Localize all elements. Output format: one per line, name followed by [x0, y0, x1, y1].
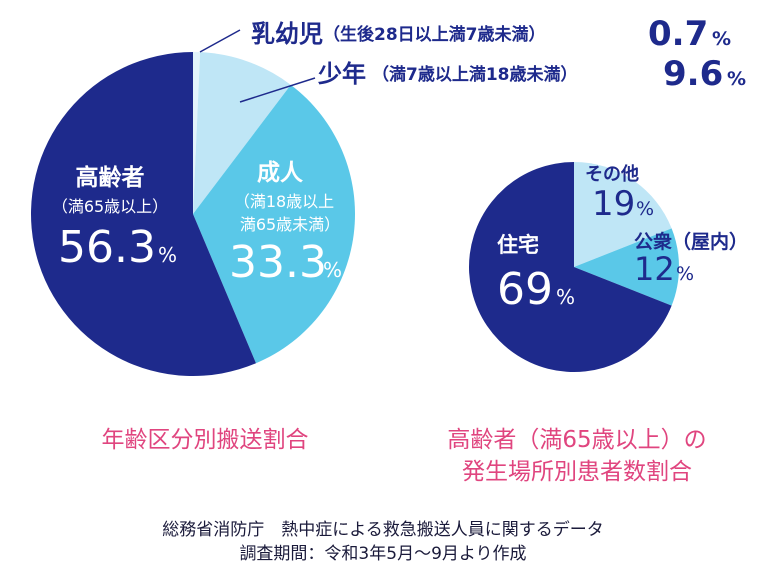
- location-pie: [469, 162, 680, 372]
- youth-label-name: 少年: [317, 60, 366, 88]
- location-slice-2: [469, 162, 672, 372]
- public-label-percent: %: [676, 263, 694, 285]
- location-chart-title-line1: 高齢者（満65歳以上）の: [447, 427, 707, 453]
- infant-leader-line: [199, 29, 241, 53]
- location-slice-1: [574, 228, 680, 306]
- infant-label-percent: %: [712, 28, 731, 50]
- age-group-slice-3: [30, 52, 256, 377]
- source-note: 総務省消防庁 熱中症による救急搬送人員に関するデータ 調査期間：令和3年5月〜9…: [0, 518, 766, 566]
- other-label-value: 19: [592, 184, 635, 224]
- public-label-name: 公衆（屋内）: [634, 230, 748, 253]
- infant-label-value: 0.7: [648, 14, 708, 54]
- elderly-label-name: 高齢者: [76, 164, 145, 191]
- other-label-name: その他: [585, 163, 639, 185]
- source-line1: 総務省消防庁 熱中症による救急搬送人員に関するデータ: [162, 520, 604, 540]
- elderly-label-detail: （満65歳以上）: [52, 197, 168, 216]
- adult-label-detail-1: （満18歳以上: [234, 192, 334, 211]
- age-group-pie: [30, 52, 355, 377]
- adult-label-percent: %: [323, 258, 342, 282]
- adult-label-name: 成人: [257, 160, 304, 186]
- other-label-percent: %: [636, 198, 654, 220]
- location-slice-0: [574, 162, 672, 267]
- home-label-percent: %: [556, 285, 575, 309]
- infant-label-detail: （生後28日以上満7歳未満）: [323, 24, 546, 45]
- age-group-slice-1: [193, 52, 291, 214]
- age-group-chart-title: 年齢区分別搬送割合: [101, 427, 309, 453]
- elderly-label-value: 56.3: [58, 222, 156, 273]
- age-group-slice-2: [193, 84, 355, 364]
- public-label-value: 12: [634, 250, 675, 288]
- home-label-name: 住宅: [497, 233, 539, 257]
- location-chart-title-line2: 発生場所別患者数割合: [462, 459, 692, 485]
- youth-label-percent: %: [727, 68, 746, 90]
- location-chart-title: 高齢者（満65歳以上）の 発生場所別患者数割合: [392, 424, 762, 488]
- youth-leader-line: [239, 77, 316, 103]
- source-line2: 調査期間：令和3年5月〜9月より作成: [239, 544, 527, 564]
- youth-label-detail: （満7歳以上満18歳未満）: [372, 64, 578, 85]
- elderly-label-percent: %: [158, 243, 177, 267]
- youth-label-value: 9.6: [663, 54, 723, 94]
- infant-label-name: 乳幼児: [251, 20, 323, 48]
- home-label-value: 69: [497, 264, 553, 315]
- adult-label-detail-2: 満65歳未満）: [240, 215, 340, 234]
- adult-label-value: 33.3: [229, 237, 327, 288]
- age-group-slice-0: [193, 52, 201, 214]
